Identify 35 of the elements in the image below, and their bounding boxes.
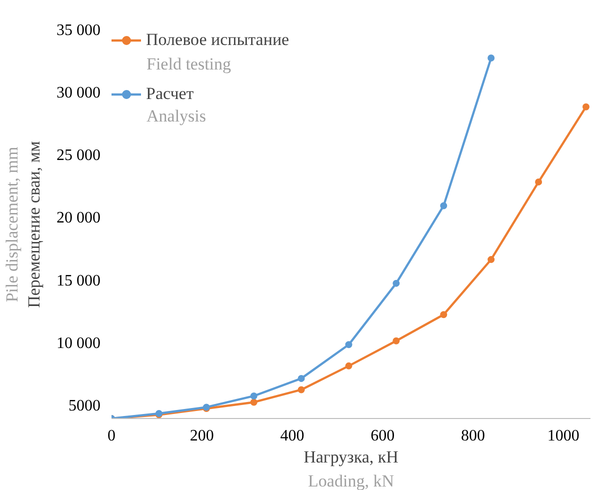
x-tick-label: 800 (461, 428, 486, 444)
x-axis-title: Нагрузка, кН (304, 448, 398, 466)
x-tick-label: 400 (280, 428, 304, 444)
y-tick-label: 5000 (68, 397, 100, 414)
point (582, 103, 590, 110)
point (535, 178, 542, 186)
point (298, 386, 305, 394)
y-tick-label: 25 000 (56, 147, 100, 164)
point (440, 311, 448, 318)
text: Pile displacement, mm (2, 146, 22, 302)
y-tick-label: 10 000 (56, 334, 100, 352)
annotation: Field testing (146, 54, 232, 74)
x-tick-label: 200 (190, 428, 214, 444)
point (345, 341, 352, 348)
point (345, 362, 352, 370)
x-tick-label: 1000 (547, 428, 580, 444)
point (298, 374, 305, 382)
point (392, 337, 400, 344)
point (250, 398, 258, 406)
legend-label: Расчет (146, 84, 194, 104)
y-tick-label: 35 000 (56, 22, 100, 39)
text: Loading, kN (308, 472, 394, 490)
point (440, 202, 448, 210)
x-tick-label: 600 (370, 428, 395, 444)
y-tick-label: 30 000 (56, 84, 100, 102)
y-tick-label: 20 000 (56, 210, 100, 227)
point (488, 54, 495, 62)
annotation: Analysis (146, 106, 206, 126)
legend-label: Полевое испытание (146, 30, 290, 50)
point (250, 392, 258, 400)
point (392, 280, 400, 287)
y-tick-label: 15 000 (56, 272, 100, 290)
y-axis-title: Перемещение сваи, мм (24, 140, 44, 308)
point (488, 256, 495, 264)
x-tick-label: 0 (108, 428, 116, 444)
